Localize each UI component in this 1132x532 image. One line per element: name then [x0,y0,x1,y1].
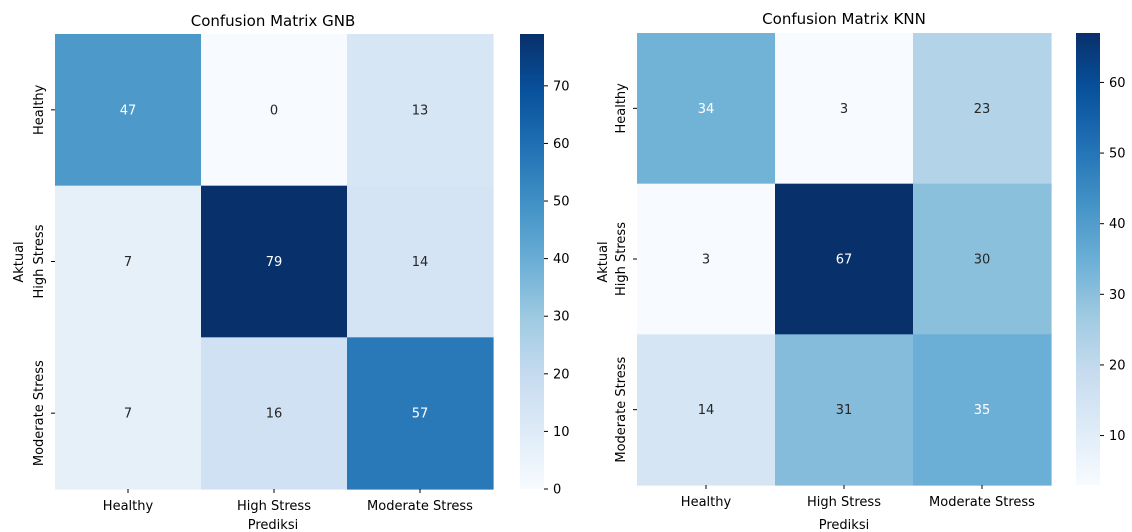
colorbar-tick-label: 60 [553,137,570,152]
cell-value-label: 7 [124,407,132,422]
cell-value-label: 30 [974,253,991,268]
colorbar-tick-label: 10 [1109,429,1126,444]
y-tick-label: Moderate Stress [614,356,629,462]
colorbar-tick-label: 10 [553,425,570,440]
cell-value-label: 31 [836,403,853,418]
colorbar-ticks: 10 20 30 40 50 60 [1100,76,1126,444]
x-tick-label: Moderate Stress [929,495,1035,510]
x-axis: Healthy High Stress Moderate Stress [103,489,473,514]
chart-title: Confusion Matrix KNN [762,10,926,28]
cell-value-label: 35 [974,403,991,418]
heatmap-cell [347,337,494,490]
cell-value-label: 13 [412,103,429,118]
heatmap-cell [201,337,348,490]
colorbar: 0 10 20 30 40 50 60 70 [520,34,570,498]
heatmap-cell [347,185,494,338]
colorbar-gradient [520,34,544,489]
colorbar-tick-label: 30 [553,310,570,325]
y-axis: Healthy High Stress Moderate Stress [614,83,637,463]
cell-value-label: 7 [124,255,132,270]
cell-value-label: 57 [412,407,429,422]
y-tick-label: High Stress [32,224,47,298]
colorbar-tick-label: 20 [1109,358,1126,373]
heatmap-cell [775,33,914,185]
y-tick-label: Healthy [614,83,629,134]
x-axis-label: Prediksi [819,518,869,532]
colorbar-ticks: 0 10 20 30 40 50 60 70 [544,79,570,498]
colorbar-tick-label: 0 [553,483,561,498]
heatmap-grid: 34 3 23 3 67 30 14 31 35 [637,33,1052,486]
x-tick-label: Moderate Stress [367,499,473,514]
heatmap-cell [201,185,348,338]
colorbar-tick-label: 60 [1109,76,1126,91]
heatmap-cell [55,34,202,187]
heatmap-cell [775,334,914,486]
y-tick-label: High Stress [614,222,629,296]
cell-value-label: 3 [702,253,710,268]
heatmap-panel-knn: Confusion Matrix KNN 34 3 23 3 67 30 14 31 35 He… [596,10,1126,532]
x-tick-label: Healthy [681,495,732,510]
cell-value-label: 34 [698,102,715,117]
heatmap-cell [637,33,776,185]
colorbar-tick-label: 50 [1109,147,1126,162]
cell-value-label: 47 [120,103,137,118]
chart-title: Confusion Matrix GNB [191,12,356,30]
colorbar-tick-label: 40 [553,252,570,267]
y-axis-label: Aktual [596,241,611,282]
heatmap-cell [55,185,202,338]
cell-value-label: 67 [836,253,853,268]
cell-value-label: 16 [266,407,283,422]
heatmap-cell [637,334,776,486]
cell-value-label: 14 [698,403,715,418]
colorbar-tick-label: 50 [553,195,570,210]
cell-value-label: 79 [266,255,283,270]
y-tick-label: Healthy [32,84,47,135]
x-tick-label: High Stress [237,499,311,514]
heatmap-cell [55,337,202,490]
colorbar-tick-label: 30 [1109,288,1126,303]
colorbar: 10 20 30 40 50 60 [1076,33,1126,485]
x-axis: Healthy High Stress Moderate Stress [681,485,1035,510]
colorbar-gradient [1076,33,1100,485]
cell-value-label: 0 [270,103,278,118]
colorbar-tick-label: 70 [553,79,570,94]
heatmap-cell [913,183,1052,335]
colorbar-tick-label: 20 [553,367,570,382]
heatmap-cell [913,334,1052,486]
y-axis: Healthy High Stress Moderate Stress [32,84,55,466]
heatmap-panel-gnb: Confusion Matrix GNB 47 0 13 7 79 14 7 16 57 Hea… [12,12,570,532]
cell-value-label: 3 [840,102,848,117]
heatmap-cell [637,183,776,335]
cell-value-label: 23 [974,102,991,117]
x-tick-label: Healthy [103,499,154,514]
y-axis-label: Aktual [12,241,27,282]
heatmap-cell [347,34,494,187]
heatmap-cell [913,33,1052,185]
x-axis-label: Prediksi [248,518,298,532]
heatmap-grid: 47 0 13 7 79 14 7 16 57 [55,34,494,490]
heatmap-cell [201,34,348,187]
x-tick-label: High Stress [807,495,881,510]
cell-value-label: 14 [412,255,429,270]
y-tick-label: Moderate Stress [32,360,47,466]
colorbar-tick-label: 40 [1109,217,1126,232]
heatmap-cell [775,183,914,335]
